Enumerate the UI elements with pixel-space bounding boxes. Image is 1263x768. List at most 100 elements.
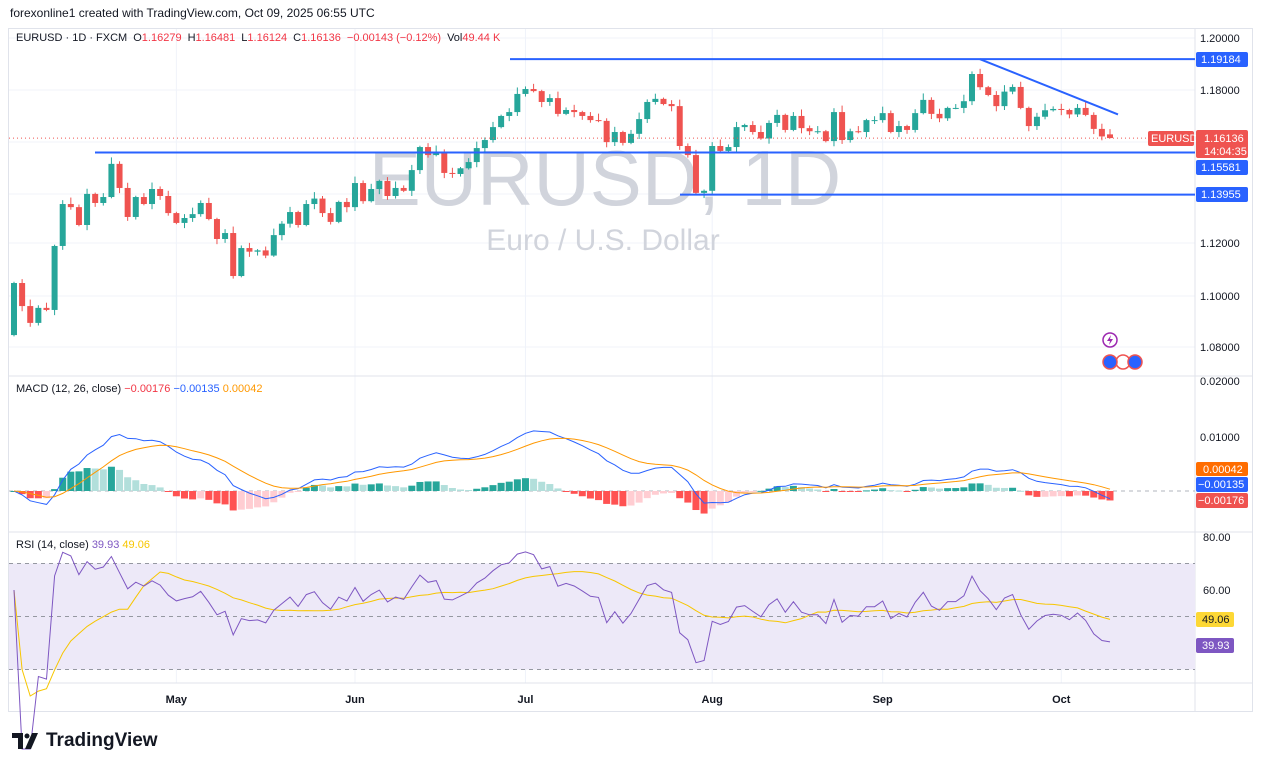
candle[interactable] — [1058, 103, 1065, 116]
candle[interactable] — [43, 302, 50, 312]
candle[interactable] — [343, 198, 350, 213]
candle[interactable] — [538, 89, 545, 108]
candle[interactable] — [1009, 84, 1016, 95]
candle[interactable] — [165, 190, 172, 216]
lightning-event-icon[interactable] — [1102, 332, 1118, 348]
candle[interactable] — [295, 210, 302, 228]
candle[interactable] — [595, 113, 602, 123]
candle[interactable] — [75, 204, 82, 227]
candle[interactable] — [278, 221, 285, 241]
candle[interactable] — [181, 214, 188, 229]
candle[interactable] — [457, 166, 464, 177]
candle[interactable] — [384, 177, 391, 200]
candle[interactable] — [554, 91, 561, 117]
candle[interactable] — [839, 105, 846, 144]
candle[interactable] — [741, 123, 748, 131]
candle[interactable] — [132, 195, 139, 220]
candle[interactable] — [449, 167, 456, 178]
candle[interactable] — [676, 99, 683, 150]
candle[interactable] — [205, 197, 212, 221]
candle[interactable] — [465, 158, 472, 170]
candle[interactable] — [351, 176, 358, 212]
candle[interactable] — [985, 85, 992, 97]
candle[interactable] — [51, 244, 58, 316]
candle[interactable] — [197, 200, 204, 217]
candle[interactable] — [59, 200, 66, 250]
candle[interactable] — [481, 137, 488, 152]
candle[interactable] — [84, 188, 91, 231]
candle[interactable] — [408, 164, 415, 196]
candle[interactable] — [1025, 106, 1032, 132]
candle[interactable] — [603, 118, 610, 148]
candle[interactable] — [952, 104, 959, 110]
candle[interactable] — [303, 200, 310, 227]
candle[interactable] — [709, 142, 716, 195]
candle[interactable] — [27, 299, 34, 327]
candle[interactable] — [912, 109, 919, 133]
candle[interactable] — [124, 182, 131, 221]
trendline[interactable] — [979, 58, 1119, 116]
candle[interactable] — [579, 110, 586, 120]
candle[interactable] — [611, 126, 618, 147]
candle[interactable] — [416, 145, 423, 174]
candle[interactable] — [619, 130, 626, 146]
candle[interactable] — [287, 206, 294, 228]
candle[interactable] — [498, 114, 505, 129]
candle[interactable] — [246, 242, 253, 257]
candle[interactable] — [254, 249, 261, 256]
candle[interactable] — [360, 180, 367, 204]
candle[interactable] — [668, 100, 675, 112]
candle[interactable] — [67, 197, 74, 210]
candle[interactable] — [392, 181, 399, 199]
candle[interactable] — [684, 143, 691, 158]
candle[interactable] — [757, 125, 764, 140]
rsi-legend[interactable]: RSI (14, close) 39.93 49.06 — [16, 539, 150, 551]
candle[interactable] — [1074, 104, 1081, 117]
candle[interactable] — [425, 143, 432, 158]
candle[interactable] — [766, 120, 773, 144]
candle[interactable] — [936, 108, 943, 123]
candle[interactable] — [822, 129, 829, 143]
candle[interactable] — [100, 193, 107, 206]
candle[interactable] — [871, 116, 878, 124]
candle[interactable] — [920, 93, 927, 115]
candle[interactable] — [327, 207, 334, 225]
candle[interactable] — [489, 121, 496, 143]
candle[interactable] — [692, 149, 699, 195]
candle[interactable] — [11, 281, 17, 337]
candle[interactable] — [798, 109, 805, 134]
candle[interactable] — [644, 99, 651, 123]
tradingview-logo[interactable]: TradingView — [12, 730, 158, 752]
candle[interactable] — [847, 128, 854, 143]
candle[interactable] — [376, 179, 383, 195]
candle[interactable] — [157, 186, 164, 200]
candle[interactable] — [1033, 112, 1040, 130]
eu-us-flags-event-icon[interactable] — [1102, 354, 1143, 370]
candle[interactable] — [1001, 85, 1008, 111]
candle[interactable] — [433, 145, 440, 157]
candle[interactable] — [717, 139, 724, 154]
candle[interactable] — [546, 94, 553, 106]
candle[interactable] — [140, 193, 147, 206]
candle[interactable] — [563, 107, 570, 116]
candle[interactable] — [530, 83, 537, 93]
candle[interactable] — [368, 183, 375, 203]
candle[interactable] — [238, 245, 245, 278]
candle[interactable] — [514, 87, 521, 116]
candle[interactable] — [855, 126, 862, 134]
candle[interactable] — [928, 97, 935, 120]
candle[interactable] — [335, 200, 342, 224]
candle[interactable] — [189, 207, 196, 222]
candle[interactable] — [213, 217, 220, 245]
candle[interactable] — [863, 118, 870, 138]
candle[interactable] — [116, 161, 123, 194]
candle[interactable] — [222, 229, 229, 243]
candle[interactable] — [879, 106, 886, 123]
candle[interactable] — [887, 110, 894, 134]
candle[interactable] — [993, 91, 1000, 112]
candle[interactable] — [977, 68, 984, 90]
candle[interactable] — [522, 86, 529, 97]
candle[interactable] — [311, 192, 318, 210]
candle[interactable] — [968, 71, 975, 106]
